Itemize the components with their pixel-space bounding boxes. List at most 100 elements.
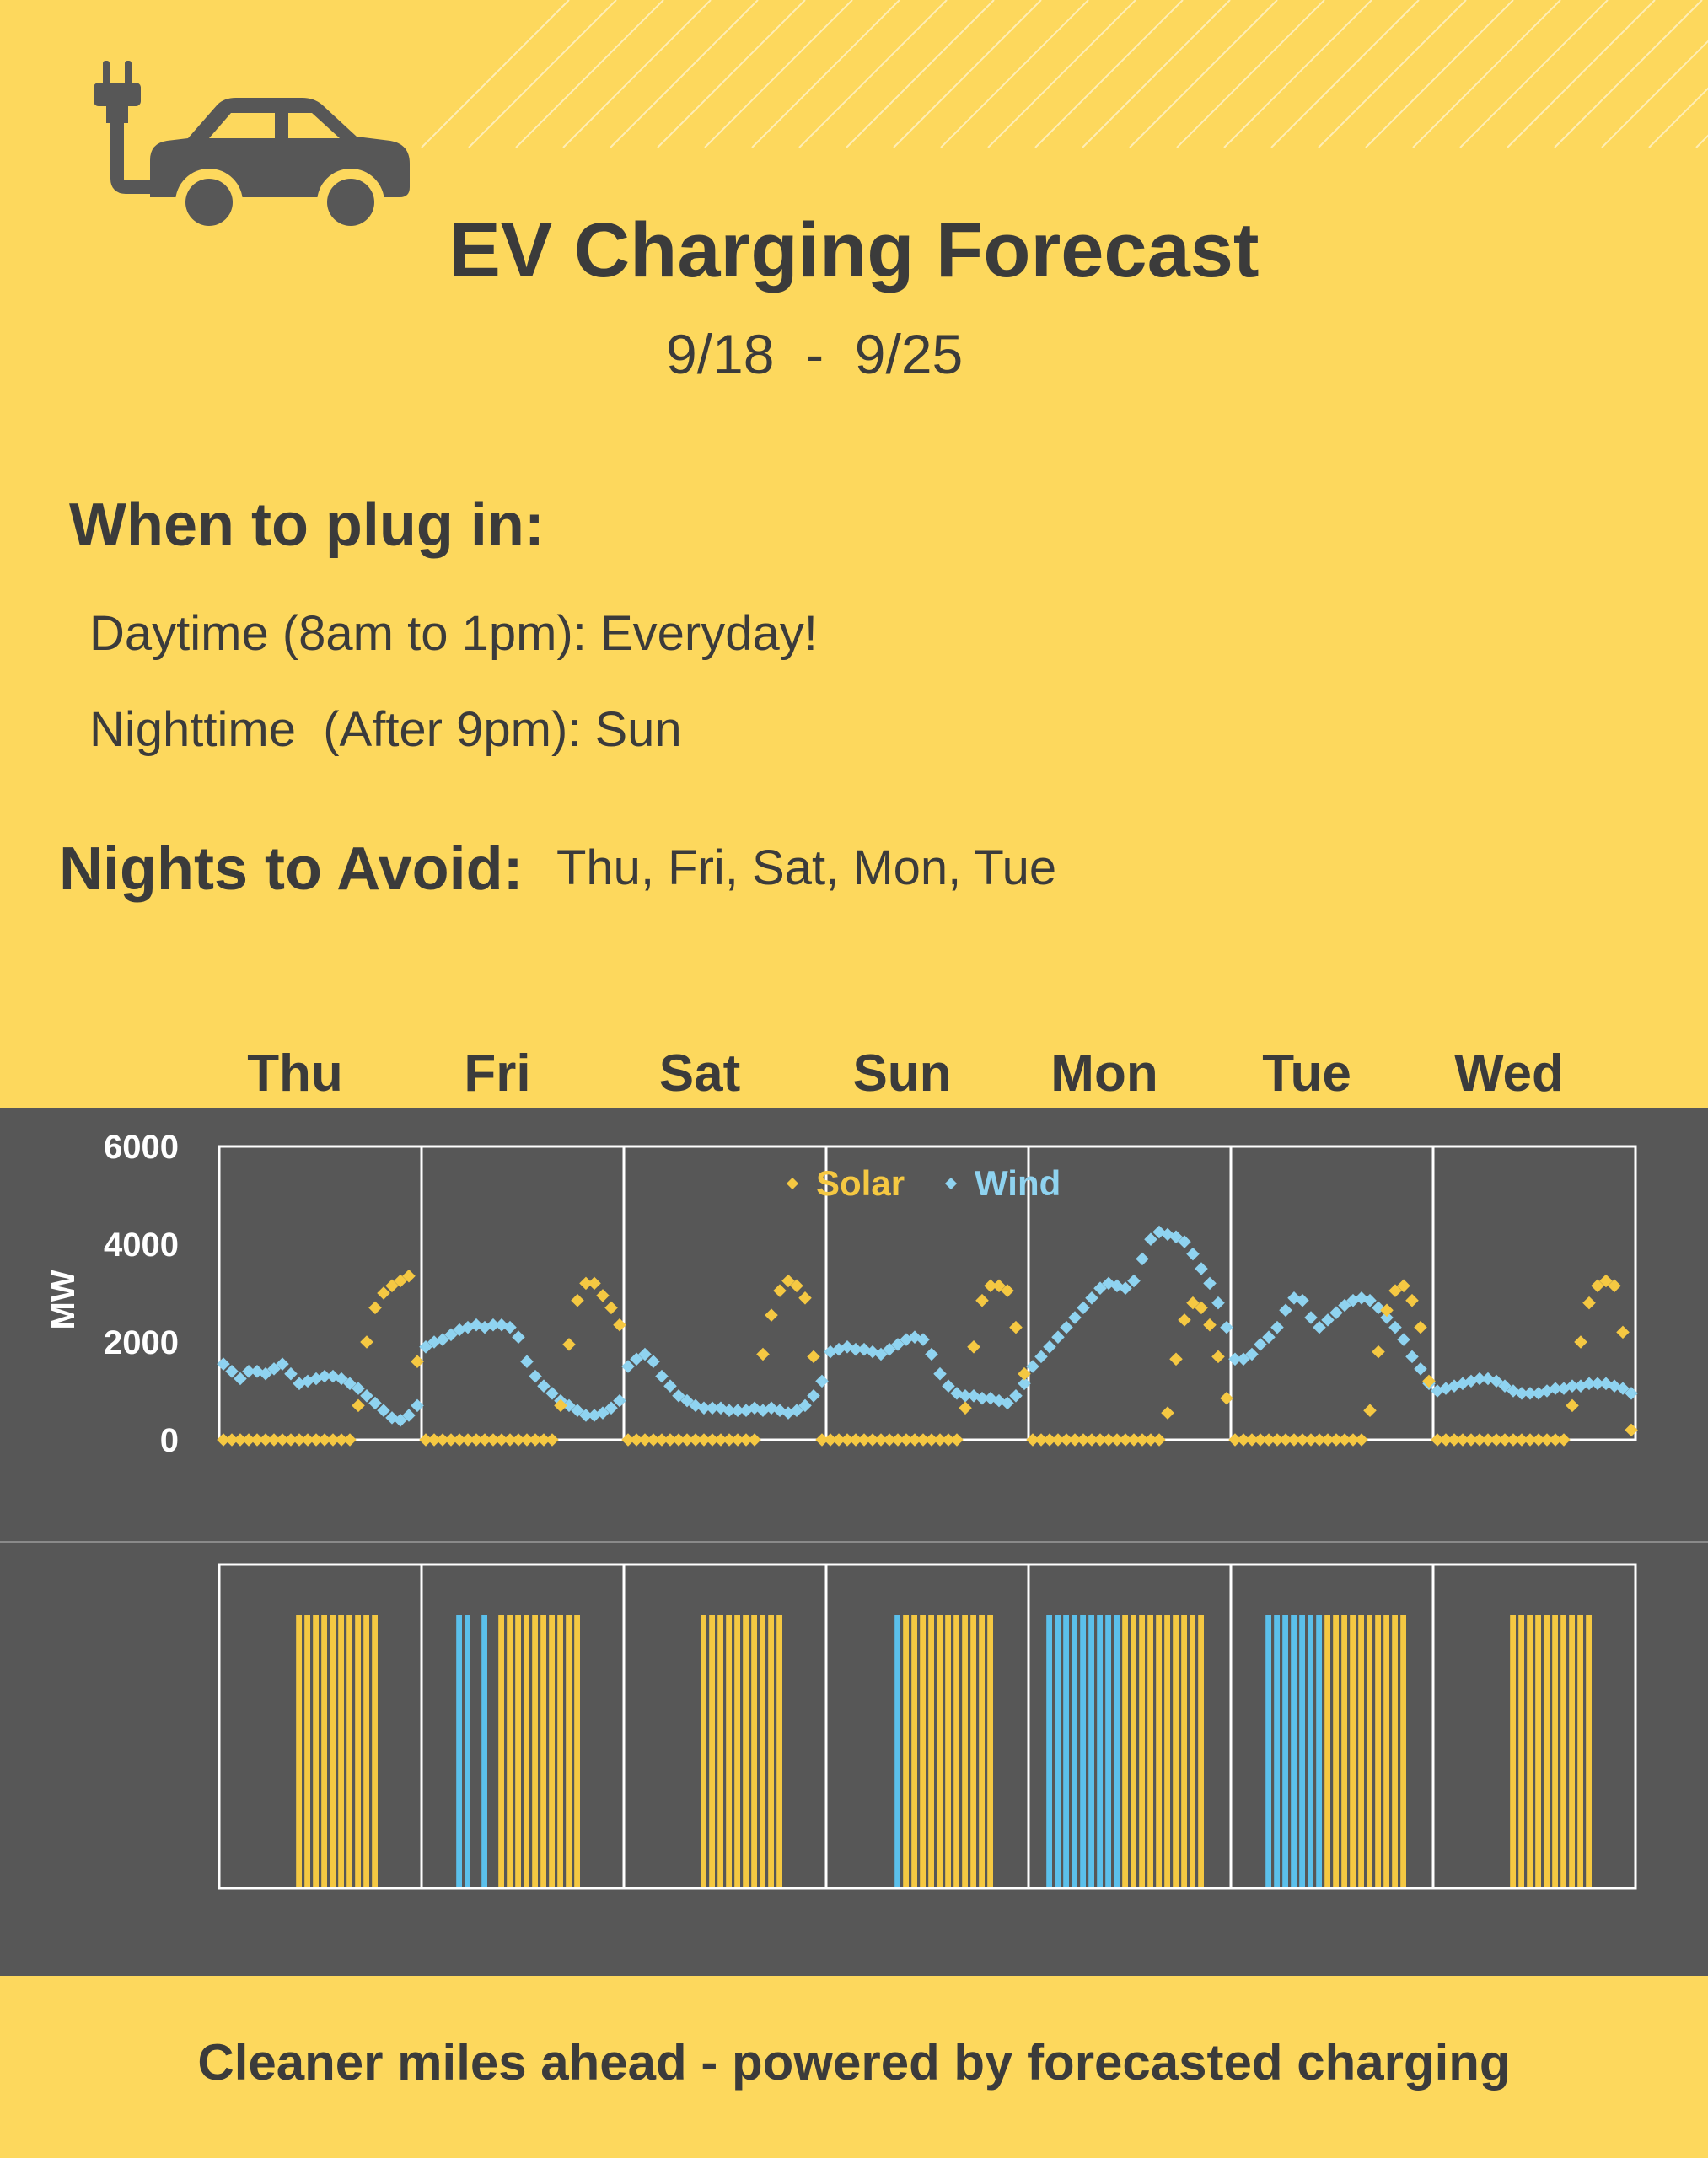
solar-point [1608,1279,1621,1293]
solar-point [655,1433,669,1447]
solar-point [1363,1404,1377,1417]
wind-point [284,1366,298,1381]
solar-point [1380,1303,1394,1318]
wind-point [1085,1291,1098,1305]
solar-point [293,1433,306,1447]
solar-point [1195,1301,1208,1315]
solar-point [765,1308,778,1322]
wind-hour-bar [465,1615,470,1887]
stripe-line [515,0,664,148]
wind-point [335,1372,348,1386]
wind-point [1178,1235,1191,1248]
solar-hour-bar [937,1615,943,1887]
legend-marker-solar [786,1177,799,1190]
solar-hour-bar [1569,1615,1575,1887]
wind-point [368,1396,382,1410]
solar-hour-bar [1139,1615,1145,1887]
wind-point [959,1389,972,1403]
wind-point [537,1379,551,1393]
stripe-line [893,0,1042,148]
wind-point [874,1347,888,1361]
solar-point [1262,1433,1276,1447]
solar-point [967,1340,980,1354]
solar-point [1507,1433,1520,1447]
wind-point [1203,1276,1217,1291]
stripe-line [1648,87,1708,148]
stripe-line [657,0,806,148]
solar-point [1616,1325,1630,1339]
wind-hour-bar [1265,1615,1271,1887]
solar-point [1464,1433,1478,1447]
solar-point [1405,1293,1419,1307]
solar-hour-bar [1383,1615,1389,1887]
wind-point [1397,1333,1410,1346]
solar-hour-bar [751,1615,757,1887]
wind-point [234,1372,247,1386]
wind-point [1136,1252,1149,1266]
wind-point [1034,1350,1048,1364]
ev-plug-car-icon [94,61,410,236]
solar-point [1110,1433,1124,1447]
solar-hour-bar [1518,1615,1524,1887]
solar-point [545,1433,559,1447]
stripe-line [846,0,995,148]
solar-point [461,1433,475,1447]
stripe-line [1223,0,1372,148]
solar-point [815,1433,829,1447]
solar-point [748,1433,761,1447]
solar-point [1051,1433,1065,1447]
solar-point [866,1433,879,1447]
solar-hour-bar [1131,1615,1136,1887]
solar-hour-bar [532,1615,538,1887]
wind-point [545,1387,559,1400]
solar-point [1388,1284,1402,1297]
wind-hour-bar [1316,1615,1322,1887]
solar-hour-bar [1560,1615,1566,1887]
decorative-stripes [421,0,1708,148]
date-range: 9/18 - 9/25 [666,323,964,385]
solar-hour-bar [962,1615,968,1887]
stripe-line [421,0,570,148]
solar-hour-bar [566,1615,572,1887]
solar-hour-bar [1392,1615,1398,1887]
solar-point [1136,1433,1149,1447]
solar-point [520,1433,534,1447]
wind-point [891,1338,905,1351]
solar-point [1355,1433,1368,1447]
wind-point [1591,1377,1604,1391]
solar-point [1346,1433,1360,1447]
wind-point [579,1409,593,1422]
solar-point [1144,1433,1157,1447]
wind-point [1523,1387,1537,1400]
solar-hour-bar [920,1615,926,1887]
solar-hour-bar [549,1615,555,1887]
wind-point [1329,1306,1343,1319]
wind-point [1211,1296,1225,1310]
stripe-line [1459,0,1609,148]
solar-hour-bar [524,1615,529,1887]
wind-point [1051,1330,1065,1344]
solar-point [267,1433,281,1447]
wind-hour-bar [1291,1615,1297,1887]
stripe-line [1695,134,1708,148]
solar-point [773,1284,787,1297]
y-tick-label: 2000 [104,1324,179,1361]
solar-point [1026,1433,1039,1447]
solar-point [1422,1374,1436,1388]
solar-hour-bar [701,1615,706,1887]
solar-point [453,1433,466,1447]
solar-point [1591,1279,1604,1293]
wind-point [1228,1352,1242,1366]
solar-hour-bar [726,1615,732,1887]
solar-point [503,1433,517,1447]
solar-point [984,1279,997,1293]
stripe-line [562,0,712,148]
wind-point [655,1369,669,1383]
solar-point [444,1433,458,1447]
solar-hour-bar [1181,1615,1187,1887]
solar-hour-bar [768,1615,774,1887]
wind-point [1144,1232,1157,1246]
solar-hour-bar [1333,1615,1339,1887]
legend-label-solar: Solar [816,1163,905,1203]
wind-point [1279,1303,1292,1318]
